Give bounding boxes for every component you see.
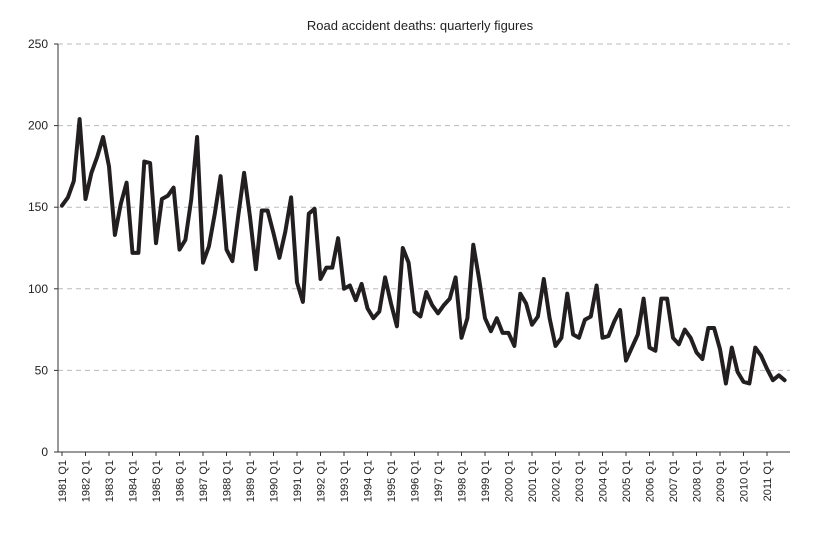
x-tick-label: 1989 Q1 [245, 460, 257, 502]
x-tick-label: 1992 Q1 [316, 460, 328, 502]
x-tick-label: 1999 Q1 [480, 460, 492, 502]
x-tick-label: 1996 Q1 [410, 460, 422, 502]
x-tick-label: 2006 Q1 [645, 460, 657, 502]
x-tick-label: 1998 Q1 [457, 460, 469, 502]
x-tick-label: 2005 Q1 [621, 460, 633, 502]
x-tick-label: 2001 Q1 [527, 460, 539, 502]
y-tick-label: 0 [41, 445, 48, 459]
y-tick-label: 50 [35, 363, 49, 377]
x-tick-label: 1981 Q1 [57, 460, 69, 502]
x-tick-label: 1985 Q1 [151, 460, 163, 502]
x-tick-label: 1990 Q1 [269, 460, 281, 502]
x-tick-label: 2003 Q1 [574, 460, 586, 502]
x-tick-label: 1986 Q1 [175, 460, 187, 502]
x-tick-label: 2010 Q1 [739, 460, 751, 502]
x-tick-label: 2011 Q1 [762, 460, 774, 501]
y-tick-label: 250 [28, 37, 48, 51]
x-tick-label: 1994 Q1 [363, 460, 375, 502]
y-tick-label: 200 [28, 119, 48, 133]
x-tick-label: 2002 Q1 [551, 460, 563, 502]
y-tick-label: 150 [28, 200, 48, 214]
x-tick-label: 1984 Q1 [128, 460, 140, 502]
x-tick-label: 2007 Q1 [668, 460, 680, 502]
x-tick-label: 1983 Q1 [104, 460, 116, 502]
x-tick-label: 2009 Q1 [715, 460, 727, 502]
x-tick-label: 1993 Q1 [339, 460, 351, 502]
chart-title: Road accident deaths: quarterly figures [307, 18, 534, 33]
x-tick-label: 1982 Q1 [81, 460, 93, 502]
x-tick-label: 1987 Q1 [198, 460, 210, 502]
x-tick-label: 1995 Q1 [386, 460, 398, 502]
y-tick-label: 100 [28, 282, 48, 296]
x-tick-label: 2008 Q1 [692, 460, 704, 502]
series-line [60, 117, 787, 386]
x-tick-label: 1988 Q1 [222, 460, 234, 502]
x-tick-label: 2000 Q1 [504, 460, 516, 502]
x-tick-label: 2004 Q1 [598, 460, 610, 502]
x-tick-label: 1991 Q1 [292, 460, 304, 502]
x-tick-label: 1997 Q1 [433, 460, 445, 502]
